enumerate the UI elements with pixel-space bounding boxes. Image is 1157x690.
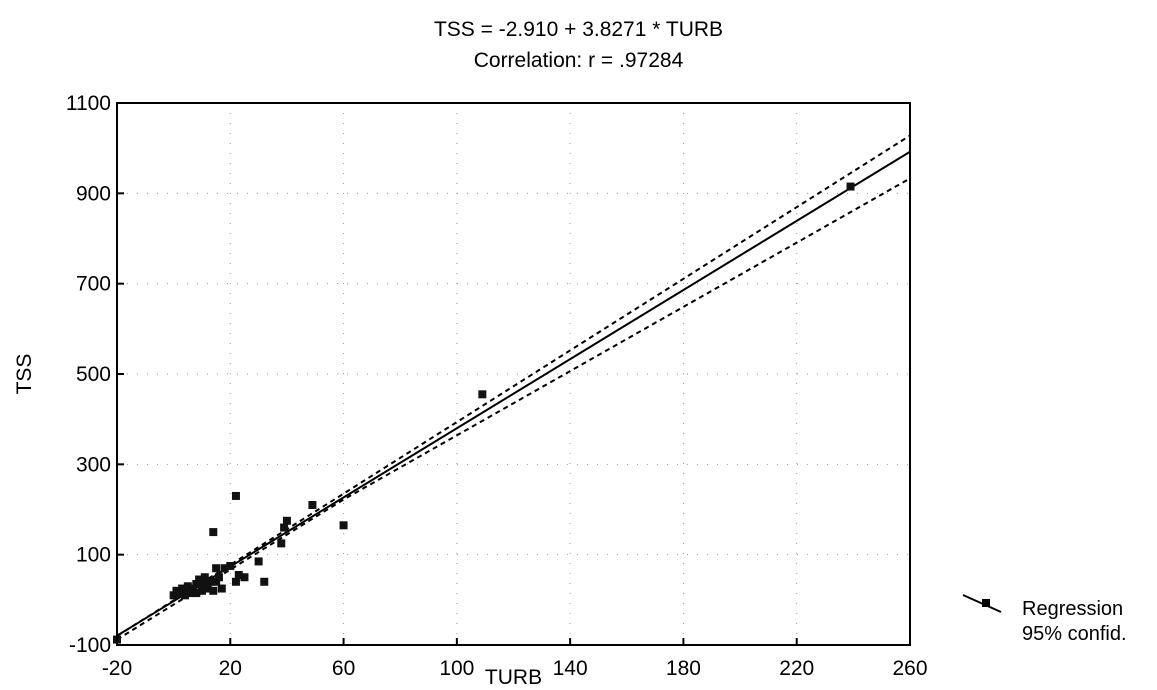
y-tick-label: 300 — [76, 453, 111, 476]
chart-title: TSS = -2.910 + 3.8271 * TURB — [433, 18, 724, 41]
regression-line-group — [116, 150, 911, 637]
x-tick-label: 100 — [439, 657, 474, 680]
data-point — [254, 557, 263, 566]
legend-marker-icon — [982, 599, 990, 607]
data-point — [846, 182, 855, 191]
data-point — [260, 577, 269, 586]
data-point — [212, 564, 221, 573]
confidence-band — [116, 134, 911, 641]
data-point — [183, 582, 192, 591]
data-point — [277, 539, 286, 548]
data-point — [212, 577, 221, 586]
grid — [117, 103, 910, 645]
data-point — [478, 390, 487, 399]
x-tick-label: 180 — [666, 657, 701, 680]
data-point — [195, 575, 204, 584]
data-point — [234, 570, 243, 579]
x-tick-label: 140 — [553, 657, 588, 680]
data-point — [186, 589, 195, 598]
data-point — [180, 591, 189, 600]
data-point — [169, 591, 178, 600]
data-point — [240, 573, 249, 582]
x-axis-label: TURB — [485, 666, 542, 689]
y-axis-label: TSS — [13, 354, 36, 395]
data-point — [214, 573, 223, 582]
data-point — [231, 577, 240, 586]
data-point — [220, 564, 229, 573]
data-point — [339, 521, 348, 530]
data-point — [231, 491, 240, 500]
data-point — [282, 516, 291, 525]
data-point — [217, 584, 226, 593]
chart-subtitle: Correlation: r = .97284 — [473, 49, 684, 72]
data-point — [197, 586, 206, 595]
y-tick-label: 100 — [76, 544, 111, 567]
data-point — [192, 580, 201, 589]
data-point — [200, 573, 209, 582]
x-tick-label: 220 — [779, 657, 814, 680]
data-point — [197, 582, 206, 591]
legend: Regression 95% confid. — [962, 594, 1127, 645]
data-point — [189, 584, 198, 593]
data-point — [209, 586, 218, 595]
data-point — [280, 523, 289, 532]
axis-ticks: -20 20 60 100 140 180 220 260 -100 100 300 500 700 90… — [66, 92, 928, 680]
data-point — [308, 500, 317, 509]
y-tick-label: 900 — [76, 182, 111, 205]
y-tick-label: 500 — [76, 363, 111, 386]
data-points — [113, 182, 855, 644]
regression-line — [116, 150, 911, 637]
y-tick-label: -100 — [69, 634, 111, 657]
data-point — [175, 589, 184, 598]
data-point — [206, 577, 215, 586]
x-tick-label: 60 — [332, 657, 355, 680]
legend-entry-confidence: 95% confid. — [1022, 623, 1127, 645]
x-tick-label: -20 — [102, 657, 132, 680]
data-point — [178, 584, 187, 593]
y-tick-label: 1100 — [66, 92, 111, 115]
data-point — [192, 589, 201, 598]
x-tick-label: 260 — [892, 657, 927, 680]
data-point — [209, 528, 218, 537]
confidence-upper-line — [116, 134, 911, 637]
data-point — [226, 561, 235, 570]
data-point — [203, 584, 212, 593]
x-tick-label: 20 — [219, 657, 242, 680]
legend-entry-regression: Regression — [1022, 598, 1123, 620]
confidence-lower-line — [116, 177, 911, 641]
y-tick-label: 700 — [76, 273, 111, 296]
